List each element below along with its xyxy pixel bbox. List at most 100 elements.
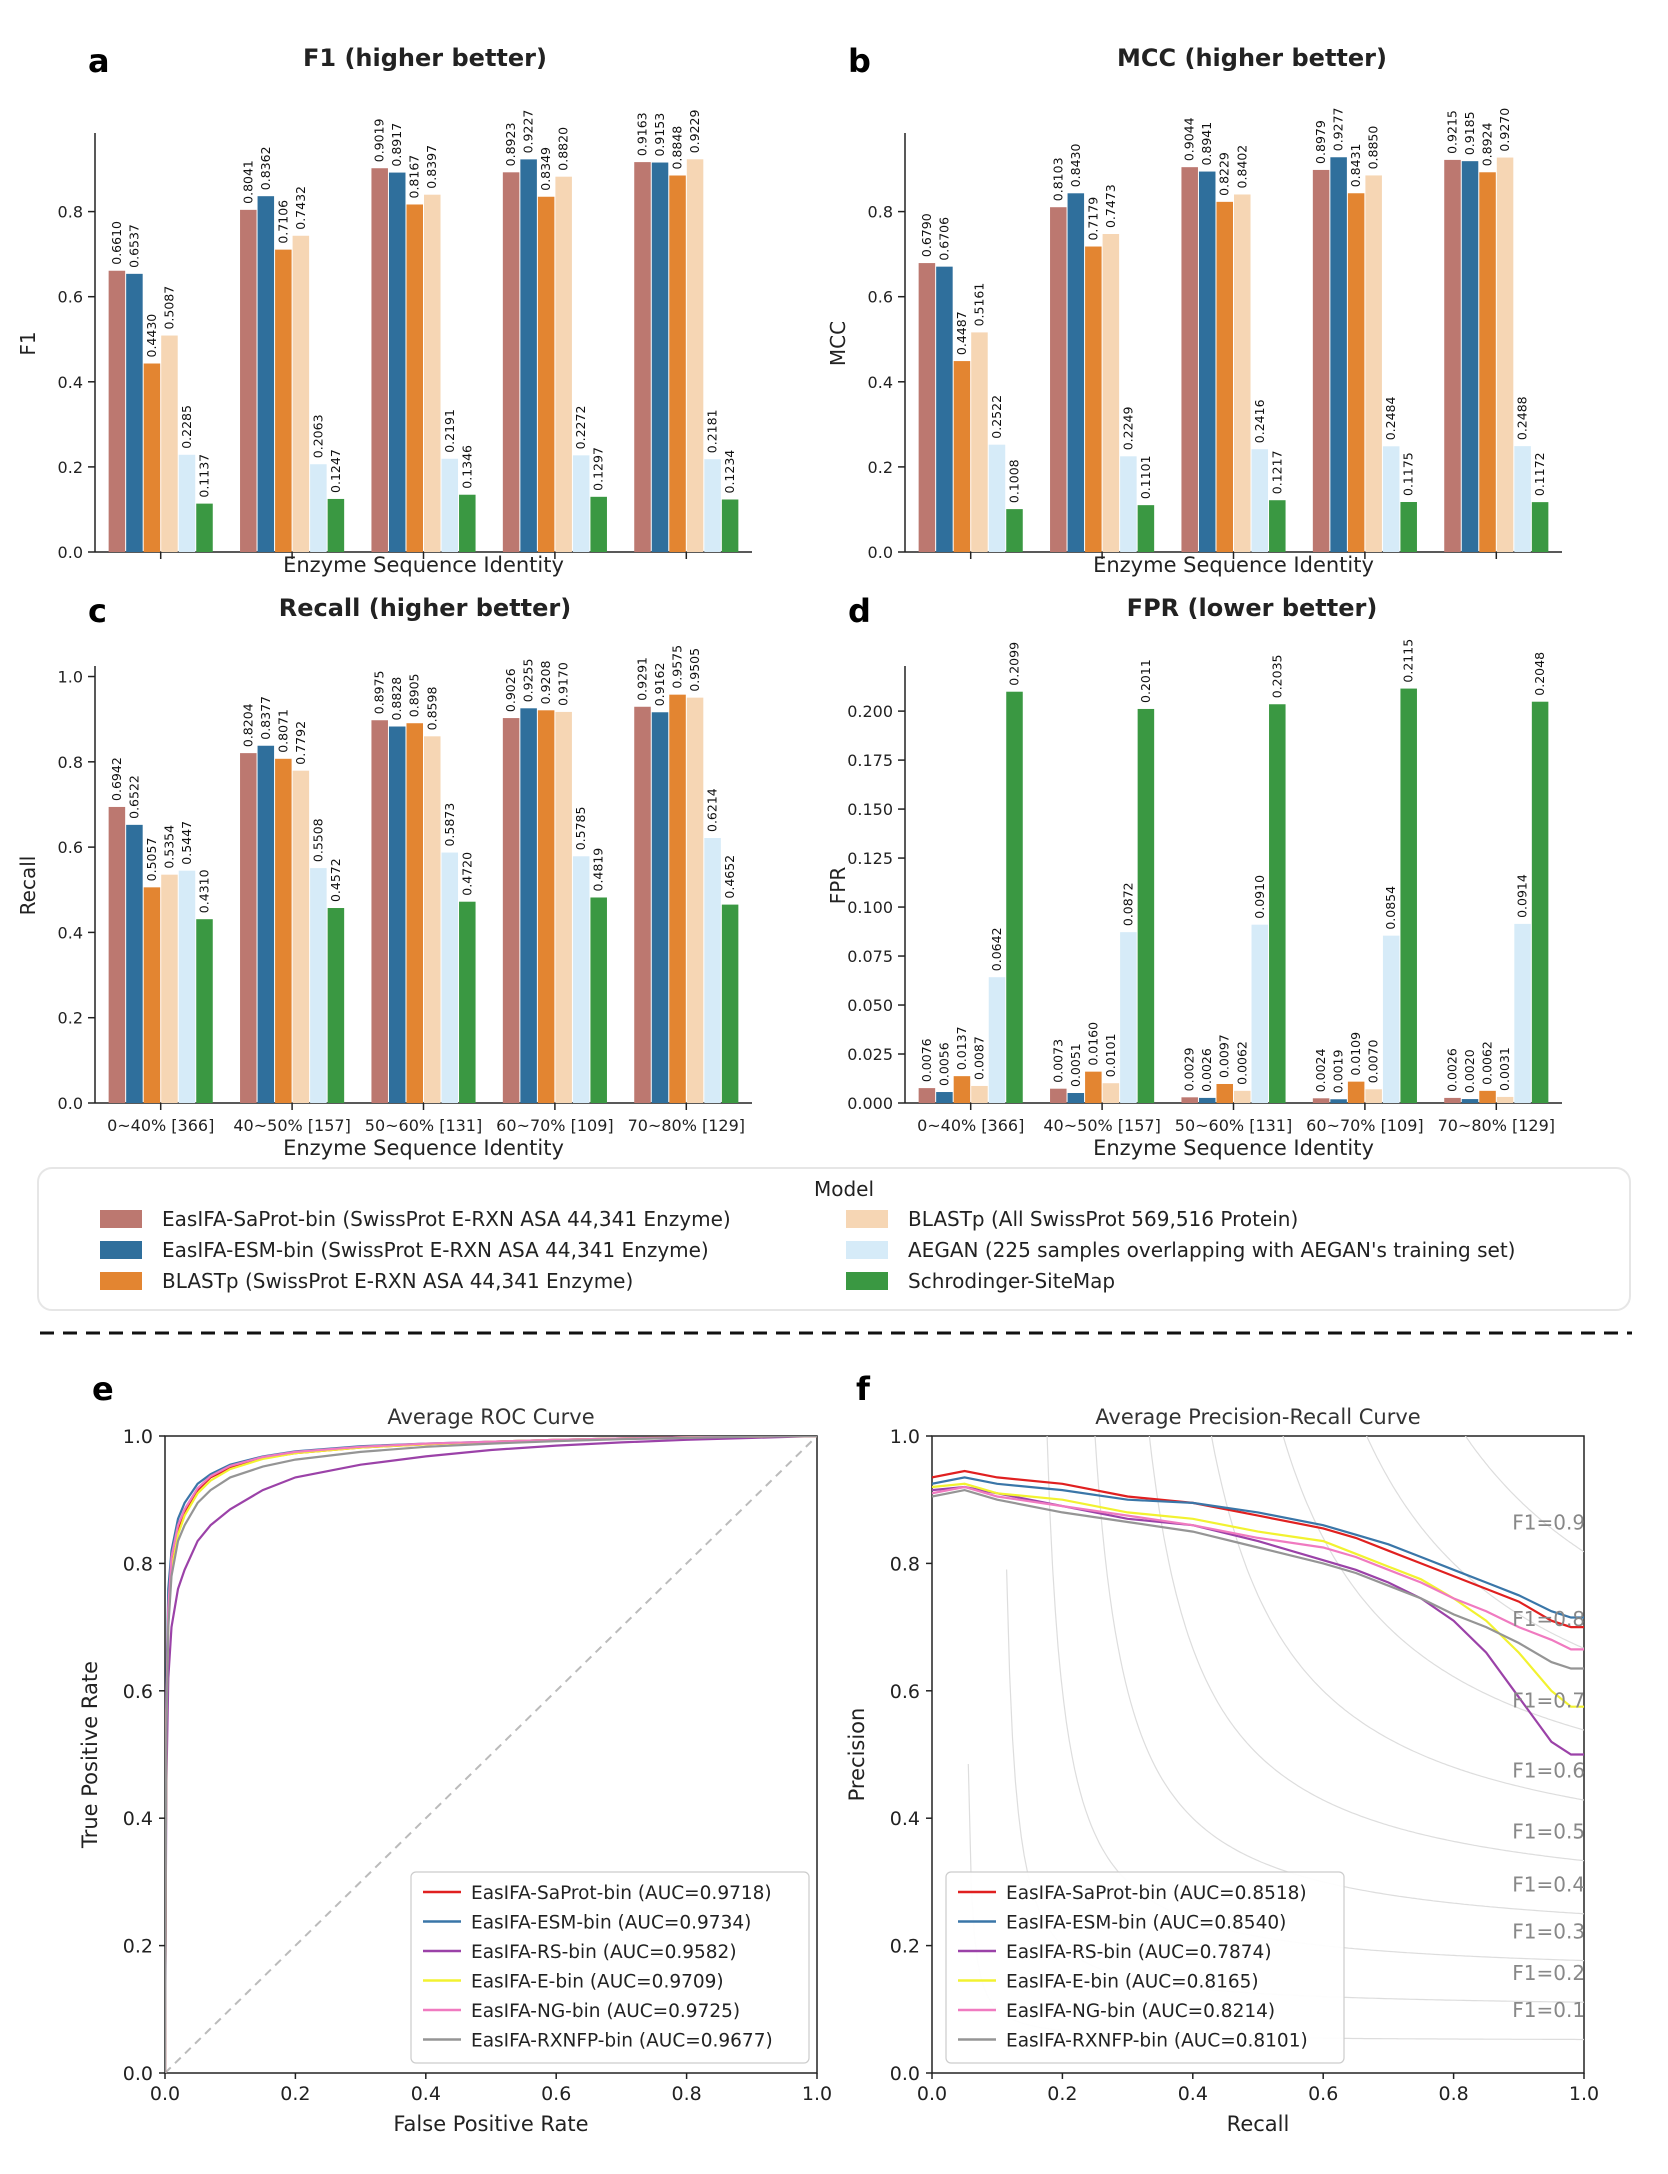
y-tick-label: 0.175	[847, 751, 893, 770]
bar-value-label: 0.2272	[573, 406, 588, 450]
bar-value-label: 0.0101	[1103, 1033, 1118, 1077]
mcc-bar-chart: MCC (higher better)0.00.20.40.60.8MCCEnz…	[826, 44, 1562, 577]
bar	[537, 196, 555, 553]
y-axis-label: Recall	[16, 856, 40, 916]
iso-f1-label: F1=0.2	[1512, 1961, 1585, 1985]
bar-value-label: 0.8598	[424, 687, 439, 731]
bar	[953, 1076, 971, 1103]
chart-title: Average ROC Curve	[387, 1405, 594, 1429]
bar	[1102, 234, 1120, 552]
x-tick-label: 0~40% [366]	[107, 1116, 214, 1135]
bar-value-label: 0.4430	[144, 314, 159, 358]
bar-value-label: 0.2488	[1515, 396, 1530, 440]
y-tick-label: 0.8	[123, 1553, 153, 1575]
y-tick-label: 0.8	[890, 1553, 920, 1575]
y-axis-label: F1	[16, 331, 40, 355]
bar-value-label: 0.9208	[538, 661, 553, 705]
bar	[590, 897, 607, 1103]
iso-f1-label: F1=0.4	[1512, 1872, 1585, 1896]
bar	[1006, 691, 1023, 1103]
bar-value-label: 0.0051	[1068, 1043, 1083, 1087]
x-tick-label: 0.2	[280, 2083, 310, 2105]
bar	[1067, 1093, 1085, 1103]
y-tick-label: 0.6	[868, 288, 893, 307]
y-tick-label: 0.4	[890, 1808, 920, 1830]
bar	[1461, 1099, 1479, 1103]
bar	[1400, 688, 1417, 1103]
legend-swatch-esm	[100, 1241, 142, 1259]
bar-value-label: 0.2063	[310, 414, 325, 458]
bar	[555, 176, 572, 552]
bar	[721, 904, 739, 1103]
bar	[704, 459, 721, 552]
bar-value-label: 0.5508	[310, 818, 325, 862]
f1-bar-chart: F1 (higher better)0.00.20.40.60.8F1Enzym…	[16, 44, 752, 577]
bar	[1496, 157, 1514, 552]
bar	[572, 856, 590, 1103]
bar-value-label: 0.6522	[126, 775, 141, 819]
x-tick-label: 50~60% [131]	[1175, 1116, 1292, 1135]
x-tick-label: 0.0	[150, 2083, 180, 2105]
pr-curve-chart: Average Precision-Recall Curve F1=0.1 F1=0…	[845, 1405, 1599, 2136]
x-tick-label: 70~80% [129]	[1438, 1116, 1555, 1135]
bar-value-label: 0.1137	[197, 454, 212, 498]
x-tick-label: 0.2	[1047, 2083, 1077, 2105]
bar-value-label: 0.0026	[1445, 1048, 1460, 1092]
bar-value-label: 0.8975	[372, 670, 387, 714]
y-tick-label: 0.100	[847, 898, 893, 917]
y-tick-label: 0.8	[58, 203, 83, 222]
y-tick-label: 0.200	[847, 702, 893, 721]
bar	[1330, 1099, 1347, 1103]
bar-value-label: 0.0070	[1366, 1039, 1381, 1083]
bar	[178, 454, 196, 552]
bar-value-label: 0.1101	[1138, 455, 1153, 499]
bar	[1479, 1090, 1496, 1103]
bar	[1496, 1096, 1514, 1103]
bar-value-label: 0.8349	[538, 147, 553, 191]
bar-value-label: 0.0062	[1480, 1041, 1495, 1085]
x-tick-label: 70~80% [129]	[628, 1116, 745, 1135]
bar	[1050, 207, 1067, 552]
bar-value-label: 0.8431	[1348, 144, 1363, 188]
bar	[918, 263, 936, 552]
bar-value-label: 0.9162	[652, 663, 667, 707]
x-axis-label: Enzyme Sequence Identity	[283, 1136, 564, 1160]
iso-f1-label: F1=0.9	[1512, 1511, 1585, 1535]
y-tick-label: 0.0	[890, 2063, 920, 2085]
bar	[918, 1088, 936, 1103]
bar-value-label: 0.8905	[407, 673, 422, 717]
bar	[651, 712, 669, 1103]
bar	[441, 852, 459, 1103]
x-tick-label: 0.0	[917, 2083, 947, 2105]
recall-bar-chart: Recall (higher better) 0.0 0.2 0.4 0.6 0.8 1.0…	[16, 594, 752, 1160]
bar-value-label: 0.9505	[687, 648, 702, 692]
bar-value-label: 0.8941	[1199, 122, 1214, 166]
bar-value-label: 0.5354	[161, 825, 176, 869]
legend-swatch-saprot	[100, 1210, 142, 1228]
bar-value-label: 0.1247	[328, 449, 343, 493]
x-tick-label: 40~50% [157]	[1043, 1116, 1160, 1135]
y-tick-label: 0.8	[868, 203, 893, 222]
bar	[1531, 701, 1549, 1103]
legend-swatch-schrodinger	[846, 1272, 888, 1290]
bar-value-label: 0.0076	[919, 1038, 934, 1082]
bar-value-label: 0.6706	[936, 217, 951, 261]
bar	[196, 919, 213, 1103]
bar-value-label: 0.5161	[971, 283, 986, 327]
bar	[161, 874, 178, 1103]
iso-f1-label: F1=0.6	[1512, 1759, 1585, 1783]
bar-value-label: 0.6790	[919, 213, 934, 257]
bar	[108, 806, 126, 1103]
y-axis-label: Precision	[845, 1708, 869, 1802]
bar-value-label: 0.1234	[722, 450, 737, 494]
bar	[310, 868, 327, 1103]
curve-legend: EasIFA-SaProt-bin (AUC=0.9718) EasIFA-ESM…	[410, 1871, 810, 2064]
bar	[1234, 1090, 1251, 1103]
bar-value-label: 0.9270	[1497, 108, 1512, 152]
bar-value-label: 0.0019	[1331, 1049, 1346, 1093]
legend-item-esm: EasIFA-ESM-bin (SwissProt E-RXN ASA 44,3…	[162, 1238, 709, 1262]
iso-f1-curve	[1365, 1436, 1584, 1649]
bar-value-label: 0.4487	[954, 311, 969, 355]
bar-value-label: 0.0137	[954, 1026, 969, 1070]
bar-value-label: 0.1172	[1532, 452, 1547, 496]
